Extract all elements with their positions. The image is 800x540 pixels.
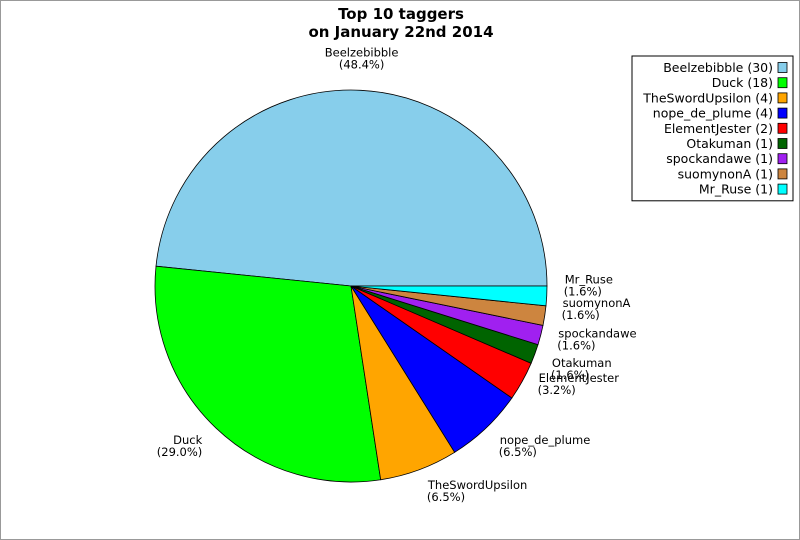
legend-entry-label: nope_de_plume (4) (653, 106, 773, 121)
slice-label-percent: (48.4%) (339, 57, 385, 71)
legend-swatch (777, 92, 788, 104)
pie-slice-beelzebibble (155, 89, 548, 287)
slice-label-percent: (1.6%) (564, 285, 602, 299)
slice-label-name: TheSwordUpsilon (427, 478, 527, 492)
slice-label-name: Mr_Ruse (565, 273, 613, 287)
slice-label-percent: (1.6%) (551, 368, 589, 382)
chart-title-line-2: on January 22nd 2014 (308, 23, 493, 41)
pie-slice-labels: Beelzebibble(48.4%) Duck(29.0%) TheSwordUp… (157, 45, 637, 504)
legend-swatch (777, 62, 788, 73)
legend-entry-label: Duck (18) (712, 75, 773, 90)
slice-label-percent: (6.5%) (499, 445, 537, 459)
slice-label-name: suomynonA (563, 296, 631, 310)
slice-label-name: spockandawe (558, 327, 636, 341)
legend: Beelzebibble (30)Duck (18)TheSwordUpsilo… (631, 55, 794, 202)
legend-swatch (777, 138, 788, 149)
legend-entry-label: Otakuman (1) (686, 136, 773, 151)
legend-swatch (777, 183, 788, 195)
slice-label-name: Otakuman (552, 356, 612, 370)
slice-label-percent: (3.2%) (538, 383, 576, 397)
legend-swatch (777, 122, 788, 134)
pie-slices (154, 89, 548, 483)
legend-box (631, 55, 794, 202)
legend-swatch (777, 153, 788, 165)
slice-label-name: ElementJester (539, 371, 620, 385)
legend-entry-label: Beelzebibble (30) (663, 60, 773, 75)
pie-slice-duck (154, 265, 382, 483)
legend-swatch (777, 77, 788, 89)
legend-entry-label: TheSwordUpsilon (4) (642, 90, 773, 105)
legend-swatch (777, 107, 788, 119)
slice-label-name: Duck (173, 433, 202, 447)
legend-entry-label: Mr_Ruse (1) (699, 182, 773, 197)
slice-label-percent: (1.6%) (557, 339, 595, 353)
legend-swatch (777, 168, 788, 180)
slice-label-percent: (29.0%) (157, 445, 203, 459)
chart-title-line-1: Top 10 taggers (338, 5, 464, 23)
slice-label-percent: (6.5%) (427, 490, 465, 504)
pie-slice-mr-ruse (350, 285, 548, 307)
slice-label-percent: (1.6%) (562, 308, 600, 322)
slice-label-name: nope_de_plume (500, 433, 591, 447)
legend-entry-label: suomynonA (1) (678, 166, 773, 181)
legend-entry-label: ElementJester (2) (664, 121, 773, 136)
slice-label-name: Beelzebibble (325, 45, 399, 59)
legend-entry-label: spockandawe (1) (666, 151, 773, 166)
